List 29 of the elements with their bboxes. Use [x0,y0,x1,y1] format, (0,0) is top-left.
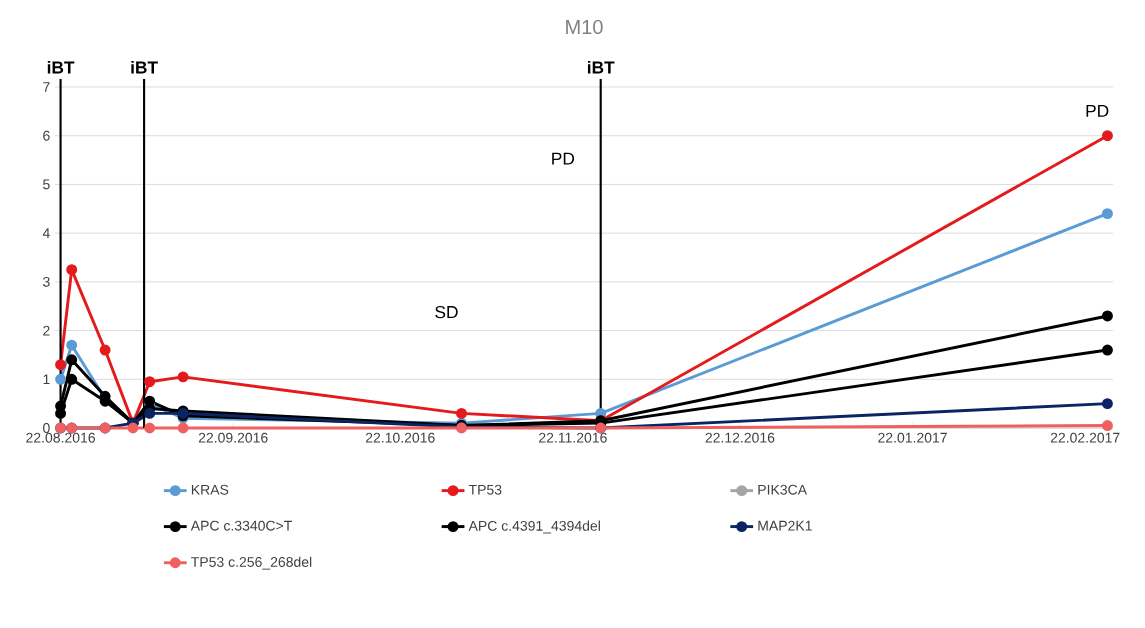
annotation: SD [435,305,458,319]
legend-label: TP53 [468,484,502,495]
x-tick-label: 22.01.2017 [878,432,947,443]
y-tick-label: 5 [43,179,50,190]
legend-label: KRAS [191,484,229,495]
ref-line-label: iBT [587,60,615,74]
x-tick-label: 22.10.2016 [365,432,435,443]
annotation: PD [552,152,575,165]
annotation: PD [1086,104,1109,117]
legend-label: APC c.3340C>T [190,520,292,531]
x-tick-label: 22.08.2016 [26,432,95,443]
legend-label: MAP2K1 [758,520,812,531]
x-tick-label: 22.09.2016 [198,432,268,443]
y-tick-label: 0 [43,423,50,433]
ref-line-label: iBT [131,60,158,74]
x-tick-label: 22.11.2016 [539,432,607,443]
x-tick-label: 22.12.2016 [705,432,775,443]
y-tick-label: 1 [43,374,50,385]
y-tick-label: 4 [42,228,50,238]
legend-label: TP53 c.256_268del [191,556,312,570]
x-tick-label: 22.02.2017 [1050,432,1120,443]
ref-line-label: iBT [47,60,75,74]
y-tick-label: 2 [43,325,50,336]
chart-title: M10 [566,19,603,35]
legend-label: PIK3CA [758,484,808,495]
y-tick-label: 3 [43,276,50,287]
legend-label: APC c.4391_4394del [468,520,600,534]
y-tick-label: 7 [43,82,50,92]
y-tick-label: 6 [43,130,50,141]
